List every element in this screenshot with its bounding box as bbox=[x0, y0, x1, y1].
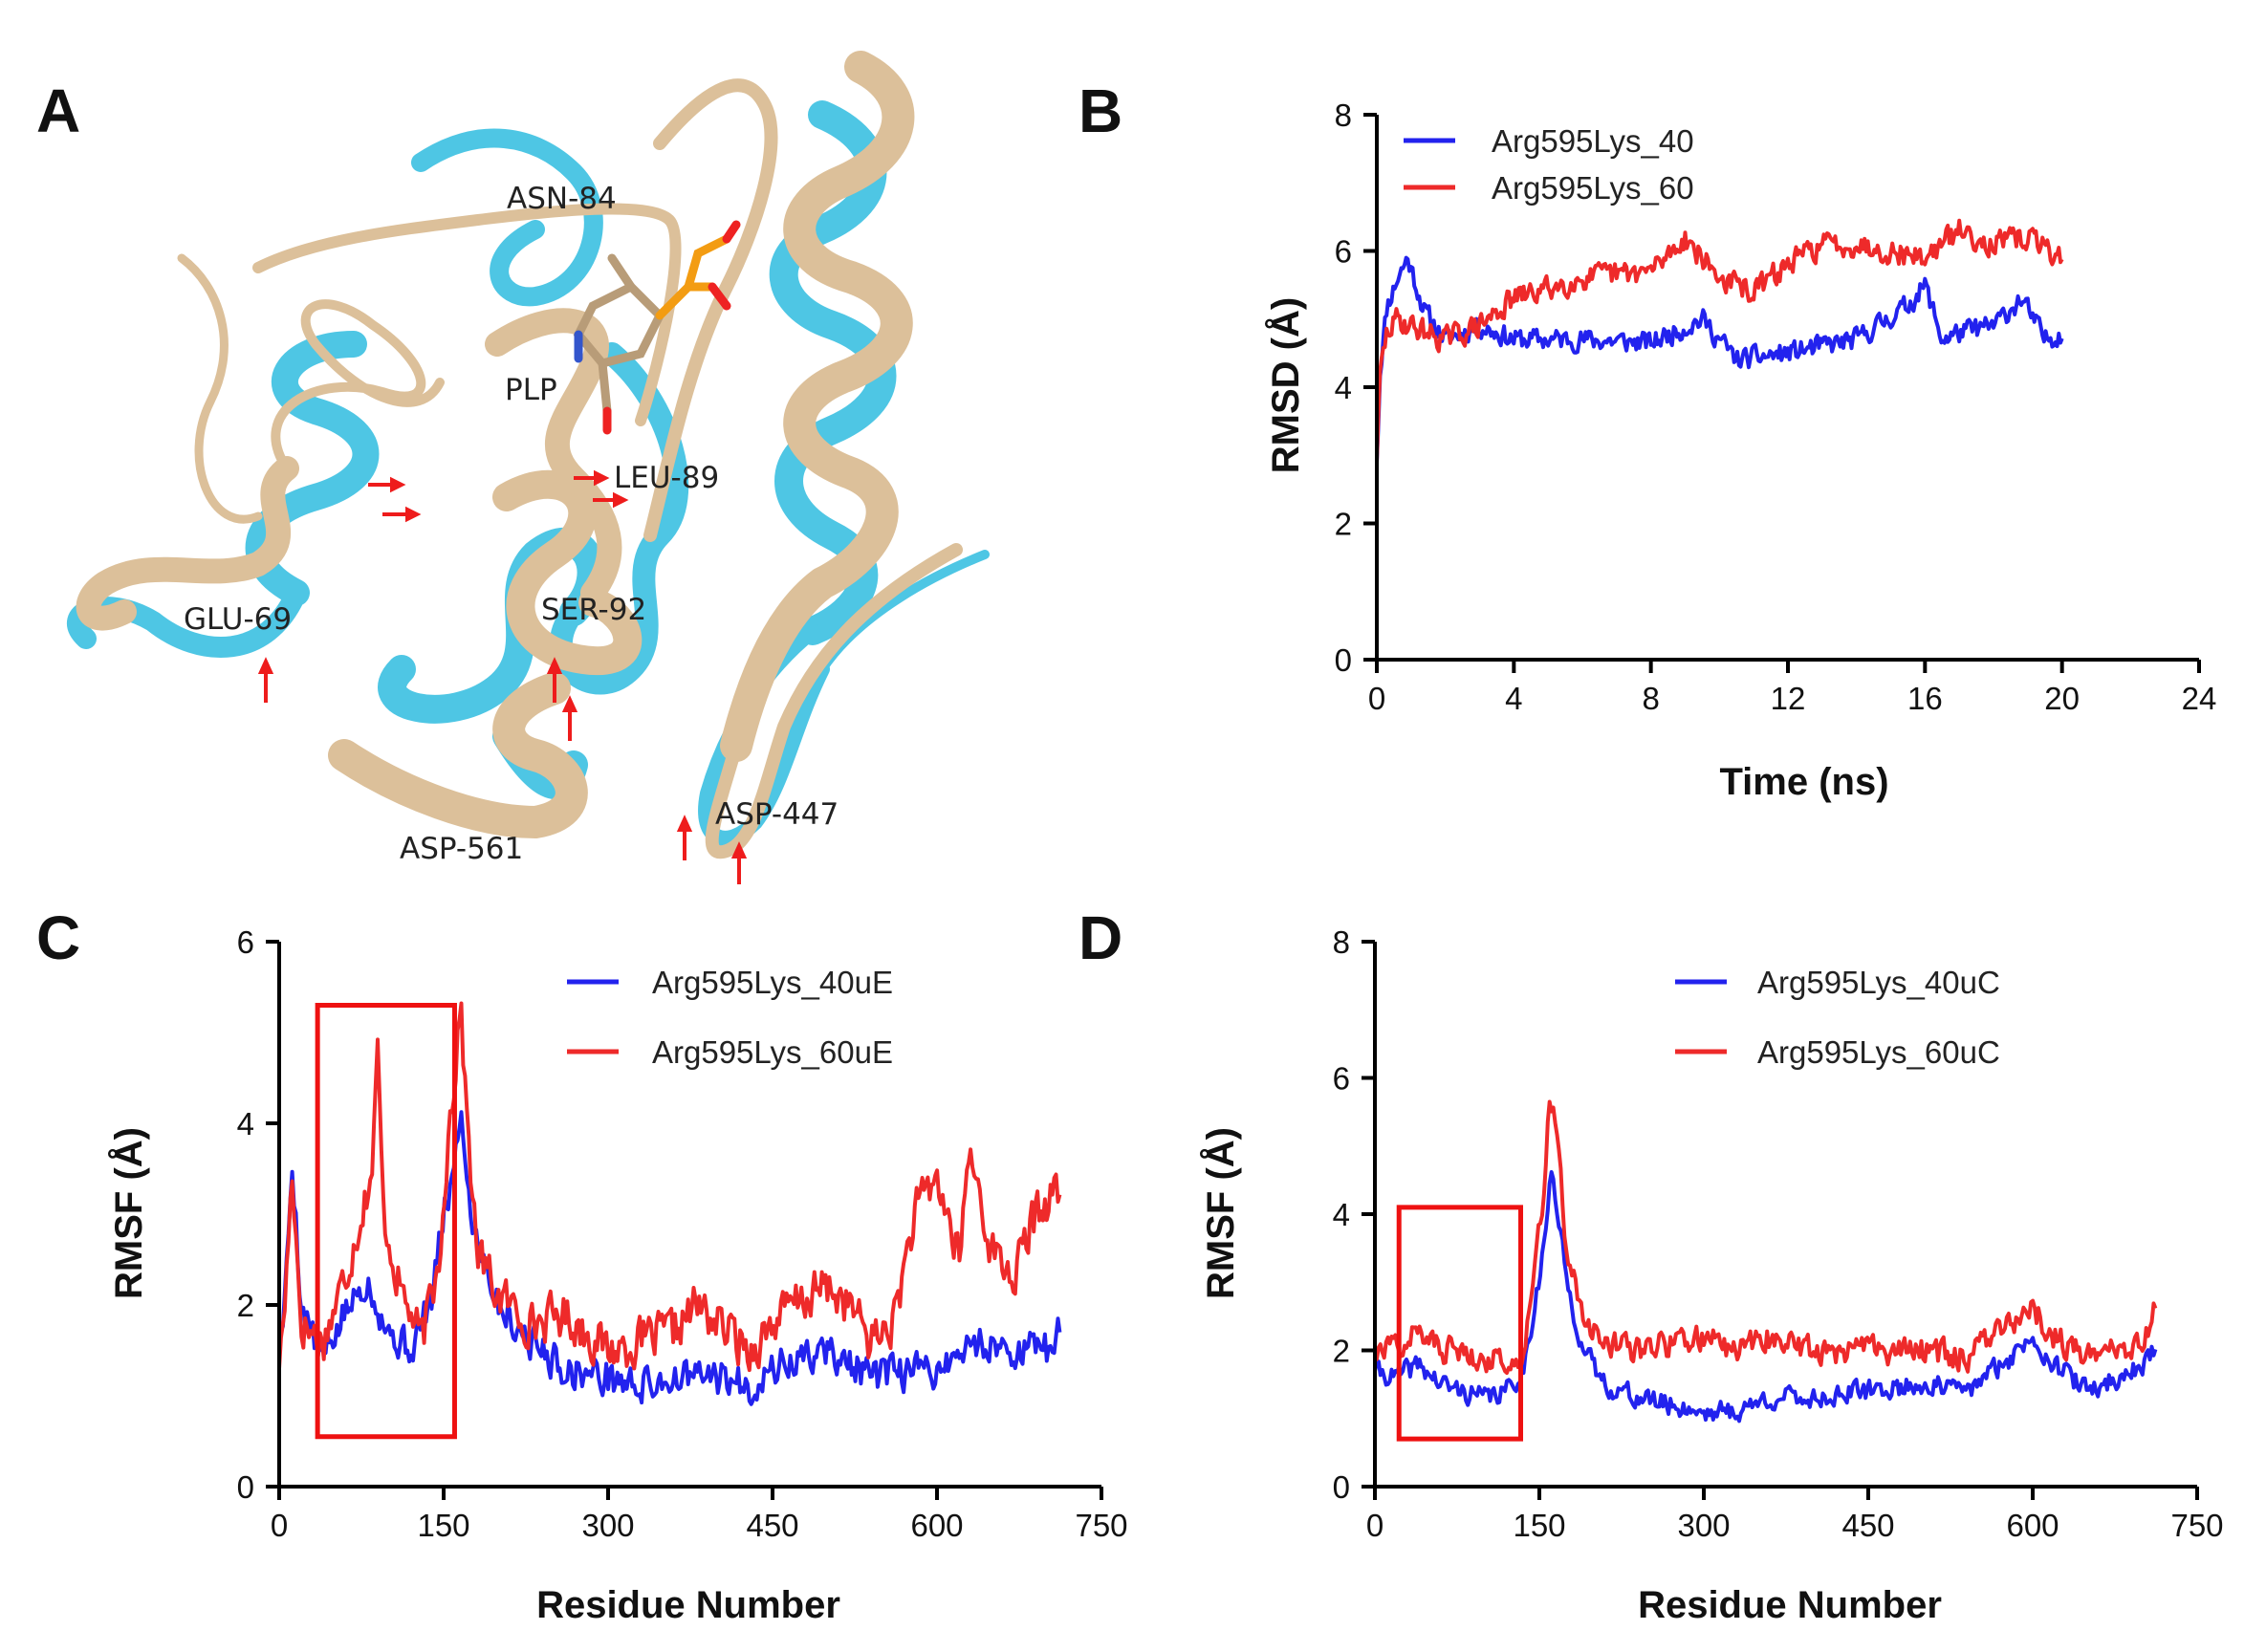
legend-b-label-2: Arg595Lys_60 bbox=[1492, 170, 1694, 206]
legend-c: Arg595Lys_40uE Arg595Lys_60uE bbox=[567, 965, 893, 1070]
legend-d-label-1: Arg595Lys_40uC bbox=[1757, 965, 2000, 1000]
residue-label-asp447: ASP-447 bbox=[715, 797, 839, 832]
x-tick-label: 8 bbox=[1642, 681, 1659, 716]
x-tick-label: 20 bbox=[2044, 681, 2080, 716]
x-tick-label: 600 bbox=[2006, 1508, 2059, 1543]
x-tick-label: 450 bbox=[746, 1508, 798, 1543]
legend-d-label-2: Arg595Lys_60uC bbox=[1757, 1034, 2000, 1070]
x-tick-label: 150 bbox=[417, 1508, 469, 1543]
y-tick-label: 0 bbox=[237, 1469, 254, 1505]
series-line-c-2 bbox=[277, 1001, 1062, 1373]
residue-label-plp: PLP bbox=[505, 373, 557, 407]
panel-d-label: D bbox=[1079, 903, 1122, 972]
displacement-arrows bbox=[257, 469, 748, 884]
x-tick-label: 0 bbox=[1368, 681, 1385, 716]
x-tick-label: 600 bbox=[910, 1508, 963, 1543]
panel-c-label: C bbox=[36, 903, 80, 972]
x-axis-title-d: Residue Number bbox=[1638, 1584, 1942, 1626]
series-line-d-2 bbox=[1373, 1099, 2158, 1376]
x-tick-label: 750 bbox=[1075, 1508, 1127, 1543]
tan-ribbon bbox=[76, 51, 963, 859]
legend-b: Arg595Lys_40 Arg595Lys_60 bbox=[1404, 123, 1694, 206]
legend-d: Arg595Lys_40uC Arg595Lys_60uC bbox=[1675, 965, 2000, 1070]
legend-c-label-1: Arg595Lys_40uE bbox=[652, 965, 893, 1000]
y-tick-label: 8 bbox=[1335, 98, 1352, 133]
arrow-2 bbox=[382, 506, 422, 523]
x-tick-label: 24 bbox=[2182, 681, 2217, 716]
y-tick-label: 6 bbox=[1333, 1061, 1350, 1097]
x-tick-label: 0 bbox=[1366, 1508, 1384, 1543]
residue-label-ser92: SER-92 bbox=[541, 593, 646, 627]
panel-c-rmsf-chart: C 0 150 300 450 600 750 0 2 4 6 Arg595Lys_40uE Ar… bbox=[36, 903, 1128, 1626]
plot-area-c: 0 150 300 450 600 750 0 2 4 6 bbox=[237, 924, 1128, 1543]
arrow-5 bbox=[257, 657, 274, 703]
y-axis-title-c: RMSF (Å) bbox=[107, 1127, 150, 1299]
y-tick-label: 6 bbox=[237, 924, 254, 960]
series-line-c-1 bbox=[277, 1110, 1062, 1406]
x-tick-label: 450 bbox=[1841, 1508, 1894, 1543]
arrow-8 bbox=[676, 815, 693, 860]
arrow-3 bbox=[574, 469, 610, 487]
y-tick-label: 8 bbox=[1333, 924, 1350, 960]
panel-b-label: B bbox=[1079, 76, 1122, 145]
y-axis-title-d: RMSF (Å) bbox=[1199, 1127, 1242, 1299]
x-tick-label: 12 bbox=[1771, 681, 1806, 716]
y-tick-label: 0 bbox=[1335, 642, 1352, 678]
y-tick-label: 2 bbox=[1335, 507, 1352, 542]
y-tick-label: 2 bbox=[237, 1288, 254, 1323]
legend-c-label-2: Arg595Lys_60uE bbox=[652, 1034, 893, 1070]
series-line-b-1 bbox=[1375, 255, 2064, 463]
y-axis-title-b: RMSD (Å) bbox=[1264, 297, 1307, 473]
series-line-b-2 bbox=[1375, 218, 2064, 463]
y-tick-label: 4 bbox=[1335, 370, 1352, 405]
arrow-7 bbox=[561, 695, 578, 741]
arrow-6 bbox=[546, 657, 563, 703]
arrow-4 bbox=[593, 491, 629, 509]
x-axis-title-b: Time (ns) bbox=[1719, 761, 1888, 803]
x-tick-label: 300 bbox=[1677, 1508, 1730, 1543]
legend-b-label-1: Arg595Lys_40 bbox=[1492, 123, 1694, 159]
y-tick-label: 4 bbox=[237, 1106, 254, 1141]
x-tick-label: 16 bbox=[1907, 681, 1943, 716]
y-tick-label: 0 bbox=[1333, 1469, 1350, 1505]
arrow-9 bbox=[730, 841, 748, 884]
x-tick-label: 750 bbox=[2170, 1508, 2223, 1543]
y-tick-label: 2 bbox=[1333, 1334, 1350, 1369]
x-tick-label: 150 bbox=[1513, 1508, 1565, 1543]
residue-label-leu89: LEU-89 bbox=[614, 461, 719, 495]
panel-d-rmsf-chart: D 0 150 300 450 600 750 0 2 4 6 8 Arg595Lys_40uC A… bbox=[1079, 903, 2224, 1626]
highlight-box-c bbox=[315, 1003, 457, 1440]
residue-label-asp561: ASP-561 bbox=[400, 832, 523, 866]
panel-a-label: A bbox=[36, 76, 80, 145]
panel-a-structure: A bbox=[36, 51, 990, 884]
y-tick-label: 4 bbox=[1333, 1197, 1350, 1232]
residue-label-asn84: ASN-84 bbox=[507, 182, 617, 216]
y-tick-label: 6 bbox=[1335, 234, 1352, 270]
x-tick-label: 300 bbox=[581, 1508, 634, 1543]
x-axis-title-c: Residue Number bbox=[536, 1584, 840, 1626]
x-tick-label: 0 bbox=[271, 1508, 288, 1543]
residue-label-glu69: GLU-69 bbox=[184, 602, 292, 637]
arrow-1 bbox=[368, 476, 406, 493]
series-line-d-1 bbox=[1373, 1170, 2158, 1424]
highlight-box-d bbox=[1396, 1205, 1524, 1442]
plot-area-d: 0 150 300 450 600 750 0 2 4 6 8 bbox=[1333, 924, 2224, 1543]
x-tick-label: 4 bbox=[1505, 681, 1522, 716]
plp-ligand bbox=[573, 220, 741, 435]
